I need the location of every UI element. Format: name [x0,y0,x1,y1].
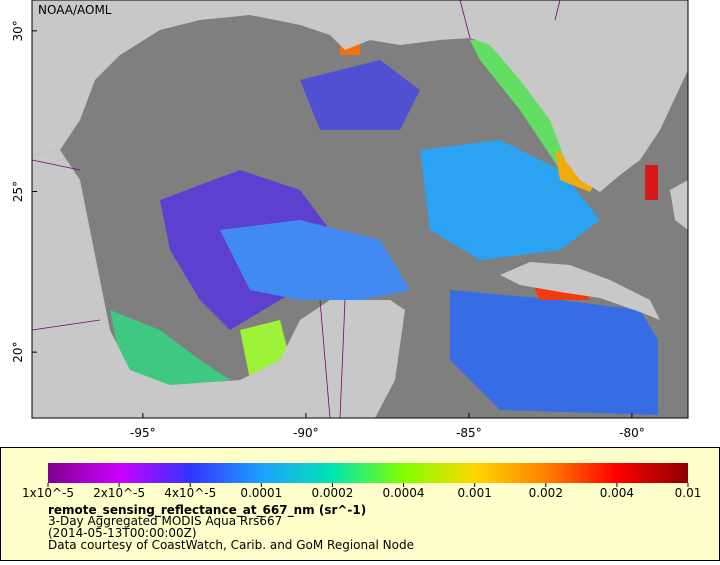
y-tick-label: 20° [11,341,25,362]
land-mexico [32,150,405,418]
colorbar-tick-label: 2x10^-5 [93,486,145,500]
colorbar-tick-label: 0.0002 [311,486,353,500]
colorbar-tick-label: 0.0001 [240,486,282,500]
caption-line: Data courtesy of CoastWatch, Carib. and … [48,538,414,552]
x-tick-label: -85° [456,426,482,440]
colorbar-tick-label: 4x10^-5 [164,486,216,500]
land-cuba [500,262,660,320]
caption-line: (2014-05-13T00:00:00Z) [48,526,197,540]
map-frame [31,0,689,419]
colorbar-tick-label: 1x10^-5 [22,486,74,500]
colorbar-tick-label: 0.01 [675,486,702,500]
colorbar-tick-label: 0.002 [529,486,563,500]
caption-line: 3-Day Aggregated MODIS Aqua Rrs667 [48,514,282,528]
x-tick-label: -95° [130,426,156,440]
colorbar-tick-label: 0.004 [600,486,634,500]
colorbar-tick-label: 0.001 [457,486,491,500]
map-area: NOAA/AOML [32,0,688,418]
land-us [32,0,688,192]
y-tick-label: 25° [11,181,25,202]
x-tick-label: -80° [619,426,645,440]
colorbar [48,463,688,483]
colorbar-tick-label: 0.0004 [383,486,425,500]
borders [32,0,561,418]
land-bahamas [670,180,688,230]
y-tick-label: 30° [11,20,25,41]
x-tick-label: -90° [293,426,319,440]
variable-label: remote_sensing_reflectance_at_667_nm (sr… [48,503,366,518]
watermark: NOAA/AOML [38,3,112,17]
